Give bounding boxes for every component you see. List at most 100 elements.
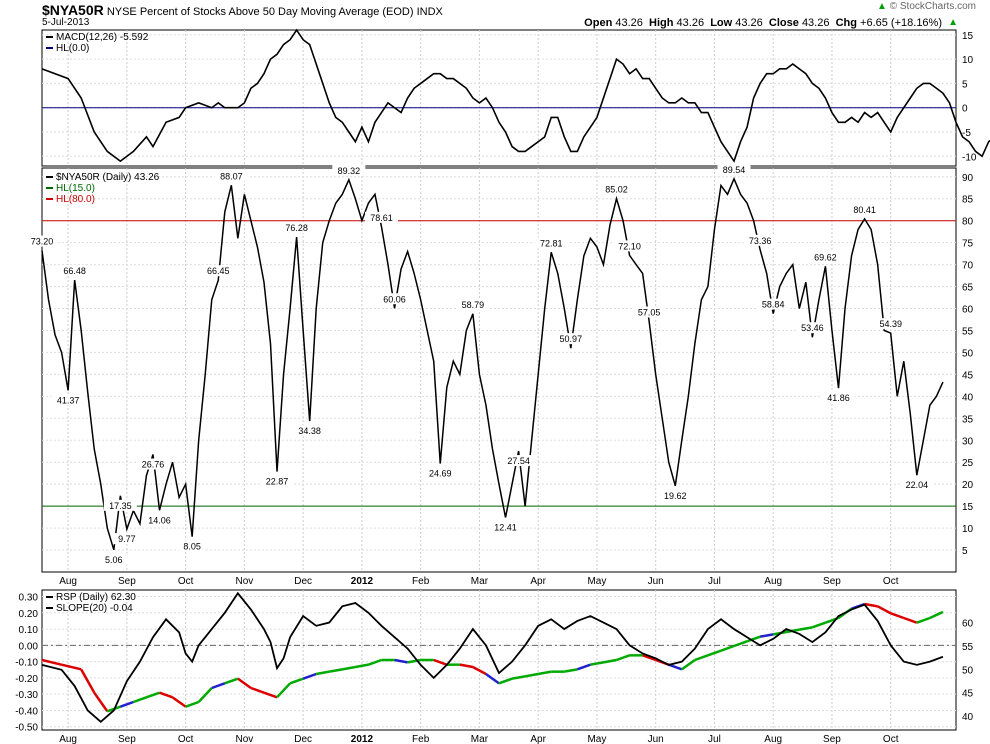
y-tick-label: 20 bbox=[962, 480, 974, 491]
data-label-bg bbox=[808, 251, 842, 263]
data-label: 22.87 bbox=[266, 477, 289, 487]
x-tick-label: Dec bbox=[294, 576, 312, 587]
rsp-segment bbox=[681, 658, 696, 671]
y-tick-label-right: 45 bbox=[962, 689, 974, 700]
rsp-segment bbox=[224, 677, 239, 685]
x-tick-label: Apr bbox=[530, 734, 546, 744]
y-tick-label-right: 50 bbox=[962, 665, 974, 676]
y-tick-label: 15 bbox=[962, 502, 974, 513]
data-label: 80.41 bbox=[853, 205, 876, 215]
data-label-bg bbox=[201, 265, 235, 277]
data-label: 9.77 bbox=[118, 534, 136, 544]
data-label-bg bbox=[717, 163, 751, 175]
y-tick-label: 50 bbox=[962, 348, 974, 359]
data-label-bg bbox=[600, 183, 634, 195]
x-tick-label: Sep bbox=[823, 576, 841, 587]
data-label-bg bbox=[260, 475, 294, 487]
rsp-segment bbox=[61, 663, 82, 671]
x-tick-label: Oct bbox=[178, 576, 194, 587]
data-label-bg bbox=[332, 164, 366, 176]
data-label-bg bbox=[613, 240, 647, 252]
data-label: 53.46 bbox=[801, 323, 824, 333]
slope-line bbox=[41, 591, 944, 724]
rsp-segment bbox=[864, 602, 878, 608]
rsp-segment bbox=[329, 668, 343, 673]
y-tick-label: 80 bbox=[962, 217, 974, 228]
x-tick-label: Sep bbox=[823, 734, 841, 744]
data-label-bg bbox=[100, 553, 128, 565]
data-label: 72.10 bbox=[618, 241, 641, 251]
rsp-segment bbox=[811, 621, 826, 629]
rsp-segment bbox=[877, 605, 892, 615]
rsp-segment bbox=[903, 616, 918, 624]
y-tick-label: 55 bbox=[962, 326, 974, 337]
rsp-segment bbox=[746, 635, 761, 643]
data-label-bg bbox=[25, 235, 59, 247]
y-tick-label-left: 0.20 bbox=[19, 609, 39, 620]
open-value: 43.26 bbox=[615, 17, 643, 29]
data-label: 22.04 bbox=[906, 480, 929, 490]
rsp-segment bbox=[237, 677, 252, 690]
rsp-segment bbox=[146, 691, 160, 699]
panel-frame-1 bbox=[41, 167, 957, 573]
chart-date: 5-Jul-2013 bbox=[42, 17, 90, 28]
y-tick-label: 35 bbox=[962, 414, 974, 425]
rsp-segment bbox=[171, 696, 187, 708]
data-label-bg bbox=[58, 265, 92, 277]
data-label: 12.41 bbox=[494, 523, 517, 533]
data-label-bg bbox=[364, 211, 398, 223]
rsp-segment bbox=[916, 616, 931, 624]
y-tick-label: 70 bbox=[962, 261, 974, 272]
y-tick-label-left: -0.30 bbox=[15, 690, 38, 701]
data-label: 14.06 bbox=[148, 515, 171, 525]
x-tick-label: Mar bbox=[471, 576, 489, 587]
rsp-segment bbox=[524, 672, 539, 678]
rsp-segment bbox=[407, 658, 421, 664]
data-label: 73.36 bbox=[749, 236, 772, 246]
data-label-bg bbox=[423, 467, 457, 479]
x-tick-label: 2012 bbox=[351, 576, 374, 587]
data-label: 27.54 bbox=[507, 456, 530, 466]
data-label: 89.54 bbox=[723, 165, 746, 175]
y-tick-label: 75 bbox=[962, 239, 974, 250]
data-label-bg bbox=[658, 489, 692, 501]
y-tick-label-right: 40 bbox=[962, 712, 974, 723]
data-label: 76.28 bbox=[285, 223, 308, 233]
y-tick-label: 45 bbox=[962, 370, 974, 381]
rsp-segment bbox=[485, 672, 500, 685]
rsp-segment bbox=[355, 663, 369, 669]
legend-label: SLOPE(20) -0.04 bbox=[56, 603, 133, 614]
y-tick-label-right: 60 bbox=[962, 619, 974, 630]
data-label: 58.79 bbox=[462, 300, 485, 310]
x-tick-label: Aug bbox=[764, 734, 782, 744]
data-label: 41.37 bbox=[57, 395, 80, 405]
close-value: 43.26 bbox=[801, 17, 830, 29]
rsp-segment bbox=[302, 672, 317, 680]
x-tick-label: Jun bbox=[648, 734, 664, 744]
data-label-bg bbox=[293, 425, 327, 437]
data-label-bg bbox=[378, 293, 412, 305]
up-triangle-icon: ▲ bbox=[948, 17, 958, 28]
rsp-segment bbox=[668, 663, 683, 671]
rsp-segment bbox=[41, 658, 62, 666]
x-tick-label: Aug bbox=[59, 576, 77, 587]
rsp-segment bbox=[472, 665, 487, 676]
credit-link[interactable]: ▲ © StockCharts.com bbox=[877, 1, 976, 12]
open-label: Open bbox=[584, 17, 613, 29]
ohlc-readout: Open 43.26 High 43.26 Low 43.26 Close 43… bbox=[584, 17, 942, 29]
rsp-segment bbox=[564, 668, 578, 673]
panel-frame-2 bbox=[41, 589, 957, 731]
data-label-bg bbox=[502, 455, 536, 467]
data-label-bg bbox=[900, 479, 934, 491]
data-label-bg bbox=[632, 306, 666, 318]
y-tick-label: 15 bbox=[962, 31, 974, 42]
x-tick-label: Dec bbox=[294, 734, 312, 744]
rsp-segment bbox=[132, 696, 147, 704]
data-label-bg bbox=[756, 298, 790, 310]
rsp-segment bbox=[263, 691, 278, 699]
y-tick-label-left: 0.00 bbox=[19, 641, 39, 652]
data-label-bg bbox=[489, 521, 523, 533]
x-tick-label: May bbox=[587, 734, 606, 744]
rsp-segment bbox=[276, 682, 291, 699]
